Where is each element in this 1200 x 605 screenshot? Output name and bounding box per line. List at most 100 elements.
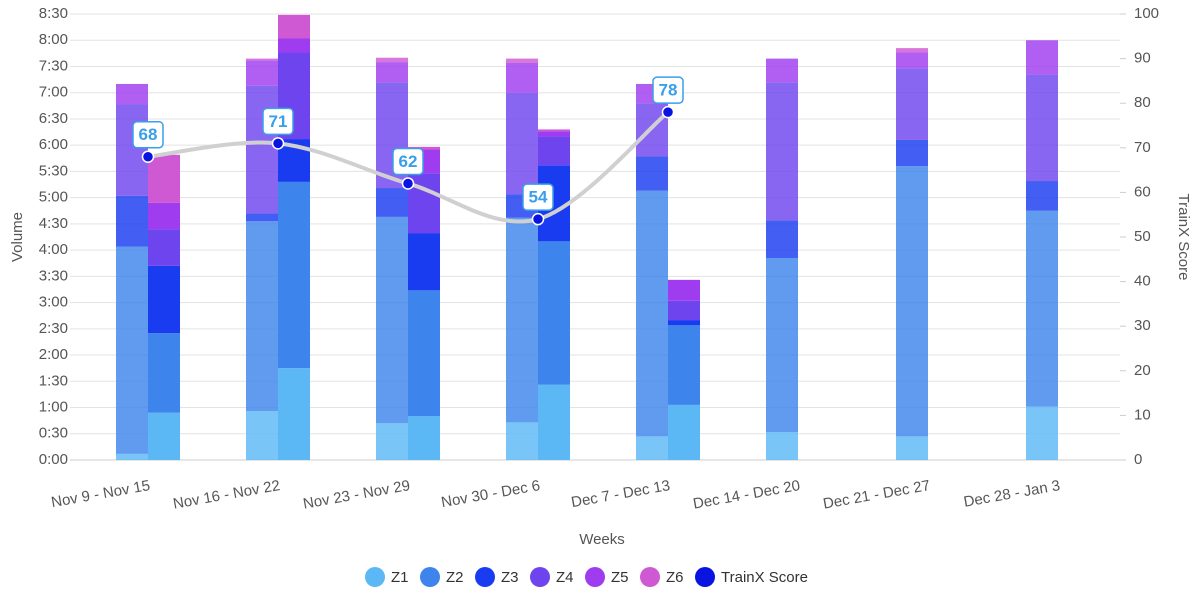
bar-segment [506, 58, 538, 63]
x-tick-label: Nov 30 - Dec 6 [440, 477, 541, 511]
x-tick-label: Nov 23 - Nov 29 [302, 477, 412, 513]
legend-label: Z5 [611, 569, 629, 586]
y-tick-label: 5:30 [39, 162, 68, 179]
y-tick-label: 3:30 [39, 267, 68, 284]
bar-segment [278, 368, 310, 460]
y2-tick-label: 20 [1134, 362, 1151, 379]
bar-segment [148, 412, 180, 460]
y-tick-label: 6:00 [39, 136, 68, 153]
legend-swatch [475, 567, 495, 587]
legend-label: TrainX Score [721, 569, 808, 586]
y2-tick-label: 70 [1134, 139, 1151, 156]
y-tick-label: 6:30 [39, 110, 68, 127]
x-tick-label: Dec 7 - Dec 13 [570, 477, 671, 511]
bar-segment [636, 436, 668, 460]
bar-segment [668, 404, 700, 460]
x-axis-label: Weeks [579, 531, 625, 548]
legend-swatch [420, 567, 440, 587]
bar-segment [246, 60, 278, 86]
y2-axis-label: TrainX Score [1175, 194, 1192, 281]
y-tick-label: 8:30 [39, 5, 68, 22]
y-tick-label: 2:00 [39, 346, 68, 363]
score-label: 68 [139, 125, 158, 144]
score-label-box [262, 107, 294, 136]
y2-tick-label: 0 [1134, 451, 1142, 468]
y-axis-label: Volume [9, 212, 26, 262]
legend-label: Z3 [501, 569, 519, 586]
y2-tick-label: 100 [1134, 5, 1159, 22]
score-point [141, 150, 155, 163]
legend-swatch [640, 567, 660, 587]
bar-segment [636, 156, 668, 191]
bar-segment [246, 213, 278, 222]
bar-segment [538, 131, 570, 137]
y-tick-label: 3:00 [39, 294, 68, 311]
x-tick-label: Dec 21 - Dec 27 [822, 477, 932, 513]
y2-tick-label: 80 [1134, 94, 1151, 111]
bar-segment [376, 423, 408, 460]
bar-segment [668, 279, 700, 301]
bar-segment [766, 432, 798, 460]
score-point [401, 177, 415, 190]
bar-segment [148, 229, 180, 266]
bar-segment [668, 325, 700, 405]
bar-segment [668, 300, 700, 321]
legend-label: Z1 [391, 569, 409, 586]
score-label-box [392, 147, 424, 176]
y2-tick-label: 90 [1134, 50, 1151, 67]
y2-tick-label: 50 [1134, 228, 1151, 245]
y2-tick-label: 10 [1134, 406, 1151, 423]
bar-segment [1026, 181, 1058, 211]
bar-segment [278, 14, 310, 39]
bar-segment [116, 83, 148, 105]
score-label-box [132, 120, 164, 149]
bar-segment [148, 265, 180, 334]
bar-segment [766, 58, 798, 83]
legend-label: Z4 [556, 569, 574, 586]
bar-segment [116, 453, 148, 460]
legend-swatch [530, 567, 550, 587]
bar-segment [246, 58, 278, 61]
bar-segment [896, 139, 928, 167]
score-label: 54 [529, 188, 548, 207]
bar-segment [538, 129, 570, 132]
bar-segment [896, 166, 928, 437]
bar-segment [896, 68, 928, 140]
bar-segment [408, 290, 440, 417]
legend-label: Z6 [666, 569, 684, 586]
bar-segment [506, 217, 538, 423]
legend-swatch [585, 567, 605, 587]
y2-tick-label: 40 [1134, 273, 1151, 290]
bar-segment [148, 202, 180, 230]
bar-segment [376, 188, 408, 217]
bar-segment [506, 422, 538, 460]
bar-segment [538, 136, 570, 166]
y-tick-label: 2:30 [39, 320, 68, 337]
bar-segment [506, 92, 538, 195]
score-label: 71 [269, 112, 288, 131]
y-tick-label: 4:00 [39, 241, 68, 258]
bar-segment [408, 233, 440, 291]
bar-segment [896, 436, 928, 460]
y-tick-label: 1:30 [39, 372, 68, 389]
x-tick-label: Dec 28 - Jan 3 [962, 477, 1061, 511]
score-point [271, 137, 285, 150]
bar-segment [148, 154, 180, 203]
y2-tick-label: 30 [1134, 317, 1151, 334]
bar-segment [116, 246, 148, 454]
bar-segment [116, 195, 148, 247]
bar-segment [148, 333, 180, 413]
y-tick-label: 4:30 [39, 215, 68, 232]
y-tick-label: 0:00 [39, 451, 68, 468]
legend-swatch [695, 567, 715, 587]
score-label: 78 [659, 81, 678, 100]
bar-segment [506, 62, 538, 93]
score-point [531, 212, 545, 226]
bar-segment [376, 62, 408, 83]
bar-segment [1026, 40, 1058, 75]
bar-segment [116, 104, 148, 196]
bar-segment [376, 57, 408, 63]
score-point [661, 105, 675, 119]
